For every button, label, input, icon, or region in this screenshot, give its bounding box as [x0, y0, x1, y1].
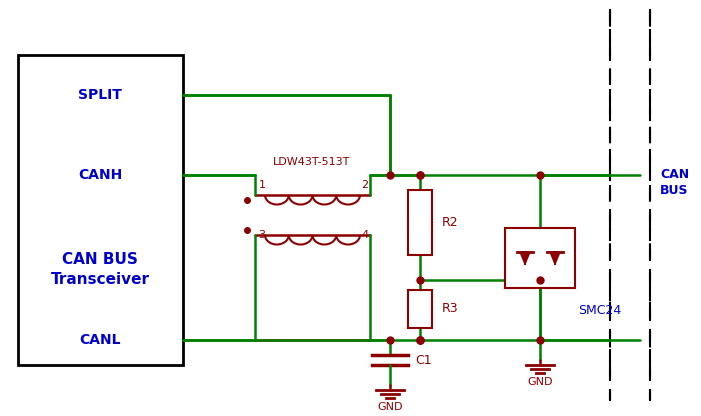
Text: 1: 1	[259, 180, 266, 190]
Text: R2: R2	[442, 216, 458, 229]
Text: BUS: BUS	[660, 183, 688, 196]
Text: CAN BUS: CAN BUS	[62, 253, 138, 267]
Bar	[408, 190, 432, 255]
Text: GND: GND	[377, 402, 403, 412]
Text: GND: GND	[527, 377, 553, 387]
Text: 2: 2	[362, 180, 369, 190]
Polygon shape	[550, 252, 560, 264]
Polygon shape	[520, 252, 530, 264]
Text: CANL: CANL	[79, 333, 121, 347]
Text: C1: C1	[415, 354, 432, 366]
Text: 4: 4	[362, 230, 369, 240]
Bar	[18, 55, 183, 365]
Text: Transceiver: Transceiver	[50, 272, 149, 287]
Bar	[408, 290, 432, 328]
Text: CAN: CAN	[660, 168, 689, 181]
Text: CANH: CANH	[78, 168, 122, 182]
Text: LDW43T-513T: LDW43T-513T	[273, 157, 350, 167]
Text: SPLIT: SPLIT	[78, 88, 122, 102]
Bar	[505, 228, 575, 288]
Text: R3: R3	[442, 302, 458, 315]
Text: SMC24: SMC24	[578, 304, 621, 317]
Text: 3: 3	[259, 230, 266, 240]
